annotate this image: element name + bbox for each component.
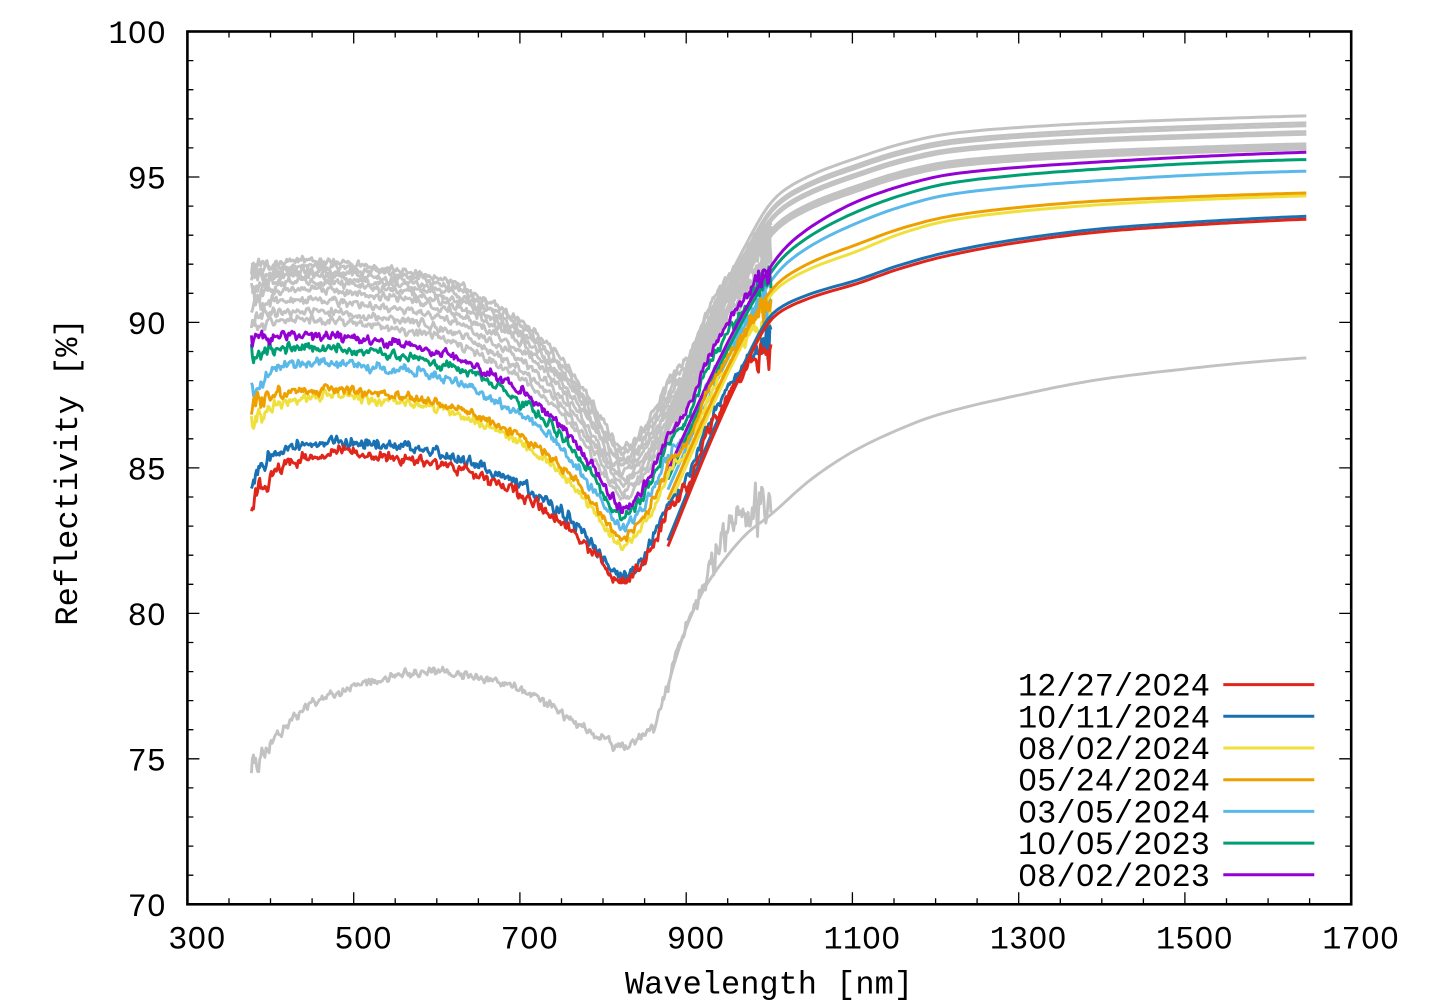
svg-text:90: 90 — [128, 307, 166, 344]
svg-text:1300: 1300 — [990, 922, 1067, 959]
svg-text:08/02/2023: 08/02/2023 — [1018, 859, 1210, 896]
svg-text:85: 85 — [128, 452, 166, 489]
svg-text:Wavelength [nm]: Wavelength [nm] — [625, 967, 913, 1004]
svg-text:1700: 1700 — [1322, 922, 1399, 959]
svg-text:10/05/2023: 10/05/2023 — [1018, 827, 1210, 864]
svg-text:Reflectivity [%]: Reflectivity [%] — [50, 318, 87, 625]
svg-text:75: 75 — [128, 743, 166, 780]
svg-text:03/05/2024: 03/05/2024 — [1018, 795, 1210, 832]
svg-text:1500: 1500 — [1156, 922, 1233, 959]
svg-text:1100: 1100 — [823, 922, 900, 959]
svg-text:95: 95 — [128, 162, 166, 199]
svg-text:80: 80 — [128, 598, 166, 635]
svg-text:12/27/2024: 12/27/2024 — [1018, 669, 1210, 706]
svg-text:08/02/2024: 08/02/2024 — [1018, 732, 1210, 769]
svg-text:10/11/2024: 10/11/2024 — [1018, 700, 1210, 737]
svg-text:70: 70 — [128, 889, 166, 926]
svg-text:05/24/2024: 05/24/2024 — [1018, 764, 1210, 801]
